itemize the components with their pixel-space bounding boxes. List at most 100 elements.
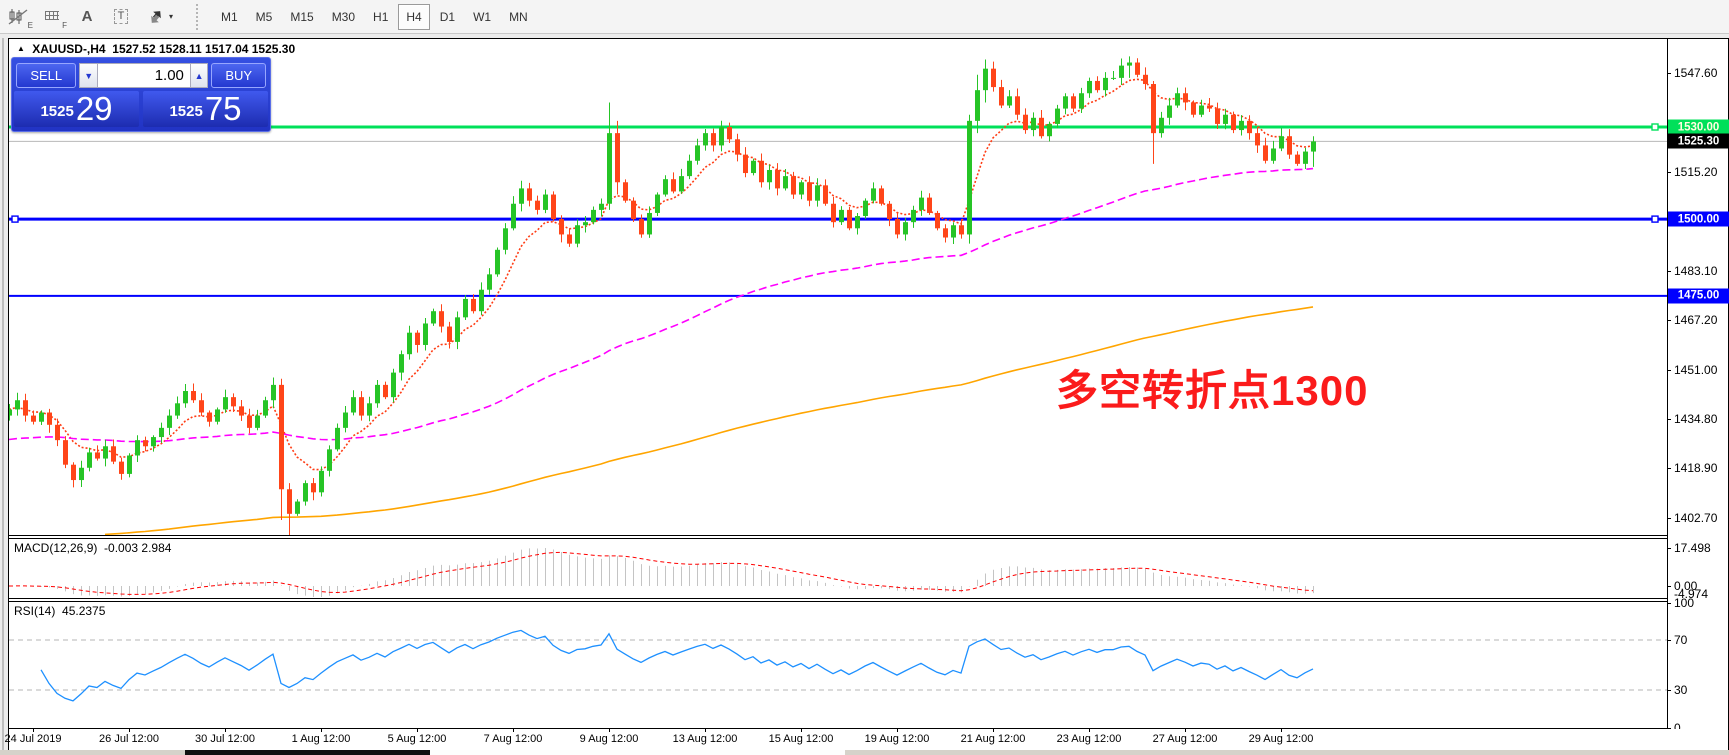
timeframe-button-mn[interactable]: MN xyxy=(509,9,528,24)
candle-body xyxy=(775,169,780,189)
candle-body xyxy=(319,470,324,493)
candle-body xyxy=(1103,77,1108,91)
timeframe-button-h1[interactable]: H1 xyxy=(373,9,389,24)
timeframe-button-h4[interactable]: H4 xyxy=(398,3,430,30)
candle-body xyxy=(15,400,20,410)
candle-body xyxy=(807,182,812,201)
candle-body xyxy=(1183,93,1188,103)
candle-body xyxy=(335,427,340,450)
candle-body xyxy=(279,384,284,490)
price-tick-label: 1467.20 xyxy=(1674,312,1718,327)
candle-body xyxy=(143,440,148,447)
timeframe-button-m15[interactable]: M15 xyxy=(290,9,314,24)
macd-pane[interactable] xyxy=(9,539,1667,598)
tool-sub-label: F xyxy=(62,20,67,30)
axis-tick xyxy=(1667,419,1671,421)
candle-body xyxy=(47,412,52,425)
date-tick-label: 26 Jul 12:00 xyxy=(99,733,159,745)
volume-decrease-button[interactable]: ▼ xyxy=(79,63,98,88)
ma-fast-line[interactable] xyxy=(9,78,1314,471)
axis-tick xyxy=(1185,728,1186,732)
trade-panel-controls: SELL ▼ ▲ BUY xyxy=(12,58,270,90)
candle-body xyxy=(1247,120,1252,134)
candle-body xyxy=(727,127,732,140)
candle-body xyxy=(927,197,932,213)
price-tick-label: 1547.60 xyxy=(1674,65,1718,80)
candle-body xyxy=(959,225,964,235)
price-scale[interactable]: 1547.60 1515.20 1483.10 1467.20 1451.00 1434.… xyxy=(1667,39,1729,735)
timeframe-button-d1[interactable]: D1 xyxy=(439,9,456,24)
rsi-pane[interactable] xyxy=(9,602,1667,728)
candle-body xyxy=(1239,120,1244,131)
candle-body xyxy=(239,406,244,416)
chart-text-annotation[interactable]: 多空转折点1300 xyxy=(1056,367,1369,414)
candle-body xyxy=(1255,133,1260,146)
arrows-tool-button[interactable]: ▾ xyxy=(140,4,180,30)
candle-body xyxy=(383,384,388,398)
candle-body xyxy=(167,415,172,428)
axis-tick xyxy=(609,728,610,732)
candle-body xyxy=(151,437,156,447)
sell-button[interactable]: SELL xyxy=(16,63,77,88)
candle-body xyxy=(743,154,748,174)
timeframe-button-m1[interactable]: M1 xyxy=(221,9,238,24)
candle-body xyxy=(87,452,92,468)
grid-button[interactable]: F xyxy=(38,4,68,30)
timeframe-button-m30[interactable]: M30 xyxy=(331,9,356,24)
candle-body xyxy=(703,133,708,146)
date-tick-label: 13 Aug 12:00 xyxy=(672,733,738,745)
candle-body xyxy=(431,311,436,324)
buy-price[interactable]: 1525 75 xyxy=(143,91,268,127)
grid-icon xyxy=(45,10,59,20)
volume-increase-button[interactable]: ▲ xyxy=(189,63,209,88)
chart-properties-button[interactable]: E xyxy=(4,4,34,30)
candle-body xyxy=(391,372,396,398)
pane-separator[interactable] xyxy=(9,538,1667,539)
buy-button[interactable]: BUY xyxy=(211,63,266,88)
axis-tick xyxy=(1667,517,1671,519)
text-box-button[interactable]: T xyxy=(106,4,136,30)
candle-body xyxy=(1303,151,1308,164)
candle-body xyxy=(255,415,260,428)
candle-body xyxy=(471,298,476,312)
candle-body xyxy=(631,200,636,220)
date-tick-label: 9 Aug 12:00 xyxy=(579,733,639,745)
pane-separator[interactable] xyxy=(9,601,1667,602)
sell-price-big: 29 xyxy=(75,90,113,127)
candle-body xyxy=(1055,108,1060,124)
candle-body xyxy=(983,68,988,91)
candle-body xyxy=(1111,77,1116,79)
candle-body xyxy=(1023,114,1028,131)
macd-indicator-label: MACD(12,26,9) -0.003 2.984 xyxy=(14,541,171,555)
candle-body xyxy=(551,194,556,220)
text-label-icon: A xyxy=(81,8,93,25)
candle-body xyxy=(1199,105,1204,115)
main-chart-pane[interactable] xyxy=(9,39,1667,535)
pane-separator[interactable] xyxy=(9,598,1667,599)
time-scale[interactable]: 24 Jul 2019 26 Jul 12:00 30 Jul 12:00 1 Aug… xyxy=(5,728,1728,751)
volume-input[interactable] xyxy=(97,63,190,88)
timeframe-button-m5[interactable]: M5 xyxy=(255,9,273,24)
ma-slow-line[interactable] xyxy=(104,306,1314,535)
candle-body xyxy=(607,133,612,204)
chart-window[interactable]: ▲ XAUUSD-,H4 1527.52 1528.11 1517.04 152… xyxy=(5,38,1729,752)
ma-mid-line[interactable] xyxy=(9,167,1314,443)
line-handle[interactable] xyxy=(1651,123,1659,131)
text-label-button[interactable]: A xyxy=(72,4,102,30)
candle-body xyxy=(823,185,828,204)
candle-body xyxy=(1135,62,1140,75)
axis-tick xyxy=(1667,548,1671,549)
candle-body xyxy=(95,452,100,459)
candle-body xyxy=(135,440,140,456)
candle-body xyxy=(1215,108,1220,124)
sell-price[interactable]: 1525 29 xyxy=(14,91,139,127)
candle-body xyxy=(271,384,276,401)
candle-body xyxy=(1159,117,1164,134)
price-tick-label: 0.00 xyxy=(1674,579,1698,593)
pane-separator[interactable] xyxy=(9,535,1667,536)
line-handle[interactable] xyxy=(11,215,19,223)
candle-body xyxy=(1047,123,1052,137)
line-handle[interactable] xyxy=(1651,215,1659,223)
price-tick-label: 70 xyxy=(1674,633,1688,647)
timeframe-button-w1[interactable]: W1 xyxy=(473,9,492,24)
